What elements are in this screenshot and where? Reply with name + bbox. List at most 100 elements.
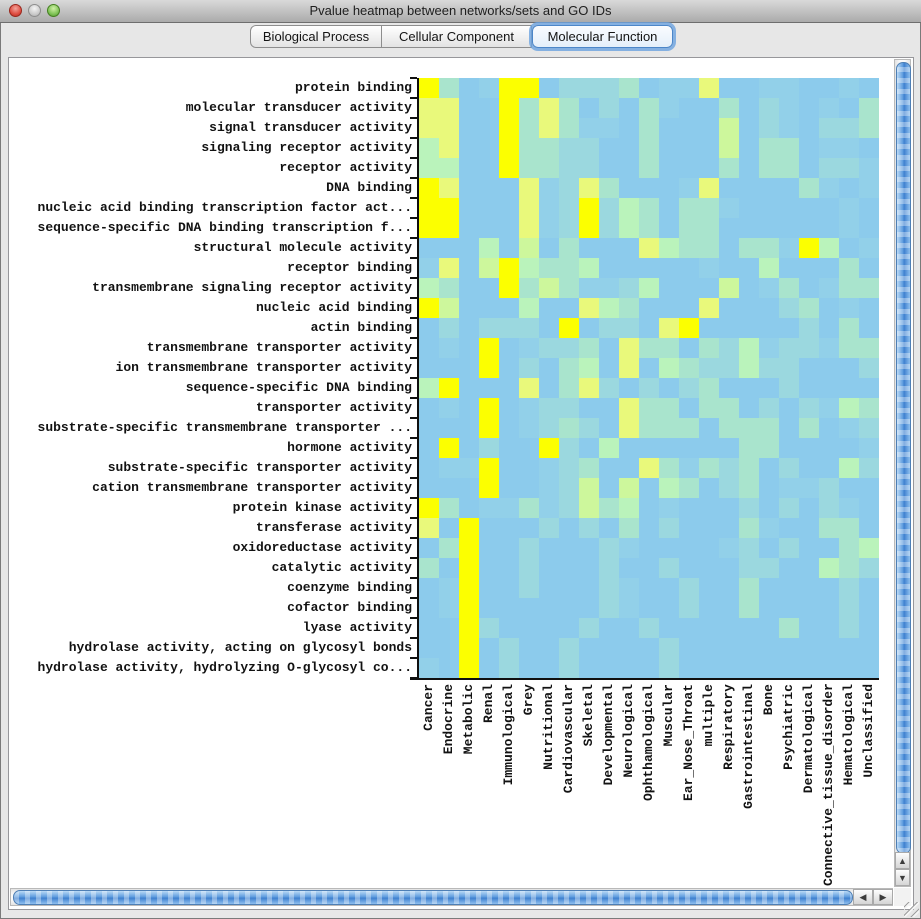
heatmap-cell bbox=[419, 318, 439, 338]
heatmap-cell bbox=[719, 158, 739, 178]
heatmap-cell bbox=[819, 618, 839, 638]
heatmap-cell bbox=[839, 158, 859, 178]
axis-tick bbox=[410, 417, 417, 419]
heatmap-cell bbox=[719, 238, 739, 258]
heatmap-cell bbox=[819, 178, 839, 198]
scroll-down-button[interactable]: ▼ bbox=[895, 869, 910, 886]
heatmap-cell bbox=[759, 158, 779, 178]
heatmap-cell bbox=[719, 278, 739, 298]
heatmap-cell bbox=[699, 658, 719, 678]
horizontal-scrollbar[interactable]: ◀ ▶ bbox=[10, 888, 893, 906]
heatmap-cell bbox=[479, 218, 499, 238]
heatmap-cell bbox=[499, 218, 519, 238]
heatmap-cell bbox=[599, 138, 619, 158]
horizontal-scrollbar-thumb[interactable] bbox=[13, 890, 853, 905]
heatmap-cell bbox=[579, 298, 599, 318]
heatmap-cell bbox=[539, 218, 559, 238]
heatmap-cell bbox=[819, 358, 839, 378]
heatmap-cell bbox=[579, 118, 599, 138]
axis-tick bbox=[410, 457, 417, 459]
heatmap-cell bbox=[419, 118, 439, 138]
heatmap-cell bbox=[839, 438, 859, 458]
heatmap-cell bbox=[619, 318, 639, 338]
tab-biological-process[interactable]: Biological Process bbox=[250, 25, 382, 48]
close-button[interactable] bbox=[9, 4, 22, 17]
heatmap-cell bbox=[759, 278, 779, 298]
heatmap-cell bbox=[659, 498, 679, 518]
heatmap-cell bbox=[859, 178, 879, 198]
heatmap-cell bbox=[619, 658, 639, 678]
axis-tick bbox=[410, 257, 417, 259]
heatmap-cell bbox=[779, 498, 799, 518]
zoom-button[interactable] bbox=[47, 4, 60, 17]
heatmap-cell bbox=[519, 138, 539, 158]
heatmap-cell bbox=[639, 418, 659, 438]
heatmap-cell bbox=[859, 218, 879, 238]
scroll-right-button[interactable]: ▶ bbox=[873, 889, 893, 905]
heatmap-cell bbox=[479, 278, 499, 298]
heatmap-cell bbox=[599, 358, 619, 378]
heatmap-cell bbox=[659, 298, 679, 318]
heatmap-cell bbox=[719, 338, 739, 358]
heatmap-cell bbox=[739, 438, 759, 458]
heatmap-cell bbox=[459, 518, 479, 538]
heatmap-cell bbox=[539, 198, 559, 218]
tab-molecular-function[interactable]: Molecular Function bbox=[532, 25, 673, 48]
row-label: substrate-specific transmembrane transpo… bbox=[37, 420, 412, 435]
heatmap-cell bbox=[719, 598, 739, 618]
heatmap-cell bbox=[499, 538, 519, 558]
scroll-up-button[interactable]: ▲ bbox=[895, 852, 910, 869]
heatmap-cell bbox=[579, 538, 599, 558]
heatmap-cell bbox=[619, 278, 639, 298]
heatmap-cell bbox=[559, 178, 579, 198]
window-titlebar[interactable]: Pvalue heatmap between networks/sets and… bbox=[0, 0, 921, 23]
heatmap-cell bbox=[539, 378, 559, 398]
heatmap-cell bbox=[819, 558, 839, 578]
heatmap-cell bbox=[739, 518, 759, 538]
heatmap-cell bbox=[459, 418, 479, 438]
axis-tick bbox=[410, 317, 417, 319]
row-label: substrate-specific transporter activity bbox=[107, 460, 412, 475]
heatmap-cell bbox=[819, 218, 839, 238]
vertical-scrollbar[interactable]: ▲ ▼ bbox=[894, 59, 911, 887]
heatmap-cell bbox=[599, 538, 619, 558]
heatmap-cell bbox=[859, 378, 879, 398]
heatmap-cell bbox=[819, 598, 839, 618]
heatmap-cell bbox=[839, 418, 859, 438]
row-label: protein kinase activity bbox=[232, 500, 412, 515]
heatmap-cell bbox=[839, 358, 859, 378]
heatmap-cell bbox=[439, 618, 459, 638]
heatmap-cell bbox=[619, 618, 639, 638]
heatmap-cell bbox=[739, 238, 759, 258]
scroll-left-button[interactable]: ◀ bbox=[853, 889, 873, 905]
heatmap-cell bbox=[799, 198, 819, 218]
resize-grip[interactable] bbox=[904, 902, 919, 917]
heatmap-cell bbox=[779, 538, 799, 558]
minimize-button[interactable] bbox=[28, 4, 41, 17]
axis-tick bbox=[410, 477, 417, 479]
heatmap-cell bbox=[699, 118, 719, 138]
heatmap-cell bbox=[759, 598, 779, 618]
column-label: Renal bbox=[481, 684, 496, 724]
heatmap-cell bbox=[799, 498, 819, 518]
heatmap-cell bbox=[819, 338, 839, 358]
heatmap-cell bbox=[699, 618, 719, 638]
heatmap-cell bbox=[839, 618, 859, 638]
heatmap-cell bbox=[819, 578, 839, 598]
heatmap-cell bbox=[539, 318, 559, 338]
row-label: molecular transducer activity bbox=[185, 100, 412, 115]
heatmap-cell bbox=[459, 398, 479, 418]
heatmap-cell bbox=[759, 78, 779, 98]
heatmap-cell bbox=[579, 498, 599, 518]
heatmap-cell bbox=[839, 218, 859, 238]
heatmap-cell bbox=[599, 338, 619, 358]
heatmap-cell bbox=[459, 258, 479, 278]
vertical-scrollbar-thumb[interactable] bbox=[896, 62, 911, 854]
heatmap-cell bbox=[759, 238, 779, 258]
heatmap-cell bbox=[739, 618, 759, 638]
heatmap-cell bbox=[559, 598, 579, 618]
heatmap-cell bbox=[439, 498, 459, 518]
column-label: Developmental bbox=[601, 684, 616, 786]
tab-cellular-component[interactable]: Cellular Component bbox=[382, 25, 532, 48]
heatmap-cell bbox=[459, 98, 479, 118]
